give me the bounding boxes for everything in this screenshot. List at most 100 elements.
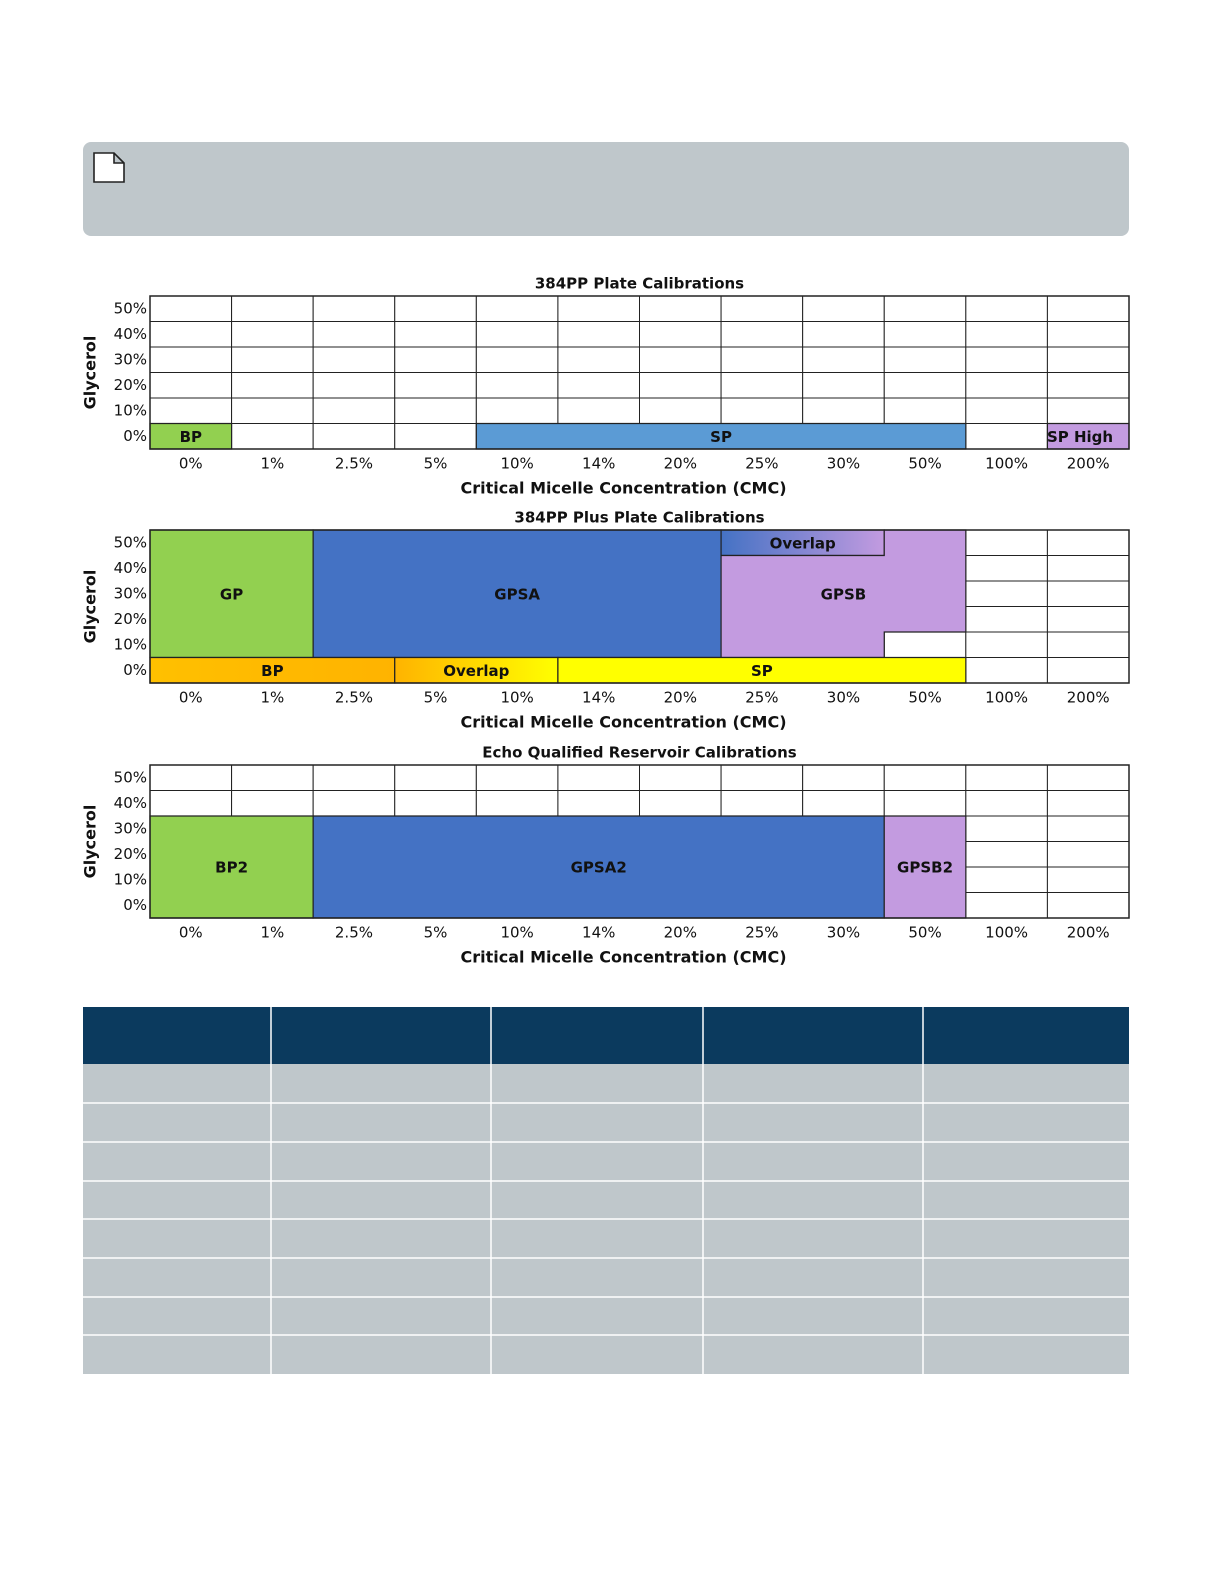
grid-cell — [475, 372, 559, 399]
x-tick-label: 30% — [827, 689, 860, 707]
x-tick-label: 2.5% — [335, 689, 373, 707]
grid-cell — [394, 321, 477, 348]
grid-cell — [394, 397, 477, 424]
grid-cell — [557, 372, 641, 399]
x-axis-label: Critical Micelle Concentration (CMC) — [460, 713, 786, 732]
grid-cell — [394, 346, 477, 373]
grid-cell — [802, 295, 885, 322]
y-axis-label: Glycerol — [81, 570, 100, 644]
x-tick-label: 30% — [827, 924, 860, 942]
region-label: SP — [751, 662, 773, 680]
grid-cell — [883, 631, 967, 658]
x-tick-label: 100% — [985, 924, 1028, 942]
grid-cell — [149, 790, 233, 817]
grid-cell — [639, 321, 722, 348]
grid-cell — [1046, 892, 1130, 919]
grid-cell — [1046, 529, 1130, 556]
diagram-border — [149, 529, 1130, 684]
grid-cell — [1046, 657, 1130, 684]
grid-cell — [965, 866, 1048, 893]
grid-cell — [312, 346, 396, 373]
grid-cell — [149, 346, 233, 373]
grid-cell — [475, 790, 559, 817]
grid-cell — [557, 321, 641, 348]
x-tick-label: 2.5% — [335, 455, 373, 473]
grid-cell — [394, 423, 477, 450]
y-tick-label: 0% — [123, 896, 147, 914]
grid-cell — [1046, 397, 1130, 424]
grid-cell — [149, 295, 233, 322]
x-tick-label: 30% — [827, 455, 860, 473]
grid-cell — [883, 764, 967, 791]
x-tick-label: 2.5% — [335, 924, 373, 942]
x-tick-label: 0% — [179, 455, 203, 473]
y-tick-label: 10% — [114, 401, 147, 419]
y-tick-label: 0% — [123, 661, 147, 679]
y-tick-label: 30% — [114, 350, 147, 368]
grid-cell — [965, 606, 1048, 633]
x-tick-label: 20% — [664, 455, 697, 473]
grid-cell — [802, 346, 885, 373]
grid-cell — [802, 764, 885, 791]
x-axis-label: Critical Micelle Concentration (CMC) — [460, 948, 786, 967]
grid-cell — [1046, 815, 1130, 842]
grid-cell — [720, 790, 804, 817]
grid-cell — [475, 346, 559, 373]
grid-cell — [720, 321, 804, 348]
region-label: BP — [261, 662, 283, 680]
grid-cell — [965, 346, 1048, 373]
x-tick-label: 10% — [500, 455, 533, 473]
grid-cell — [231, 321, 314, 348]
grid-cell — [965, 372, 1048, 399]
grid-cell — [1046, 606, 1130, 633]
grid-cell — [639, 372, 722, 399]
y-tick-label: 20% — [114, 610, 147, 628]
grid-cell — [557, 397, 641, 424]
grid-cell — [557, 790, 641, 817]
grid-cell — [639, 295, 722, 322]
grid-cell — [883, 295, 967, 322]
grid-cell — [1046, 841, 1130, 868]
grid-cell — [1046, 790, 1130, 817]
grid-cell — [1046, 321, 1130, 348]
grid-cell — [965, 631, 1048, 658]
grid-cell — [802, 321, 885, 348]
grid-cell — [965, 397, 1048, 424]
grid-cell — [231, 346, 314, 373]
grid-cell — [883, 372, 967, 399]
x-tick-label: 1% — [260, 924, 284, 942]
x-tick-label: 100% — [985, 455, 1028, 473]
grid-cell — [883, 346, 967, 373]
grid-cell — [720, 397, 804, 424]
grid-cell — [965, 657, 1048, 684]
grid-cell — [965, 580, 1048, 607]
region-label: SP — [710, 428, 732, 446]
grid-cell — [883, 397, 967, 424]
diagram-border — [149, 764, 1130, 919]
grid-cell — [1046, 372, 1130, 399]
x-axis-label: Critical Micelle Concentration (CMC) — [460, 479, 786, 498]
y-tick-label: 10% — [114, 635, 147, 653]
grid-cell — [1046, 580, 1130, 607]
grid-cell — [231, 790, 314, 817]
x-tick-label: 200% — [1067, 455, 1110, 473]
grid-cell — [557, 295, 641, 322]
grid-cell — [231, 295, 314, 322]
grid-cell — [1046, 631, 1130, 658]
diagram-border — [149, 295, 1130, 450]
grid-cell — [475, 321, 559, 348]
grid-cell — [394, 764, 477, 791]
y-tick-label: 50% — [114, 768, 147, 786]
grid-cell — [965, 423, 1048, 450]
y-tick-label: 40% — [114, 559, 147, 577]
grid-cell — [231, 423, 314, 450]
region-label: Overlap — [443, 662, 509, 680]
region-label: GPSA2 — [571, 859, 627, 877]
table-header — [83, 1007, 1129, 1064]
x-tick-label: 25% — [745, 689, 778, 707]
region-label: BP — [180, 428, 202, 446]
grid-cell — [475, 764, 559, 791]
region-label: GPSB2 — [897, 859, 953, 877]
grid-cell — [312, 764, 396, 791]
